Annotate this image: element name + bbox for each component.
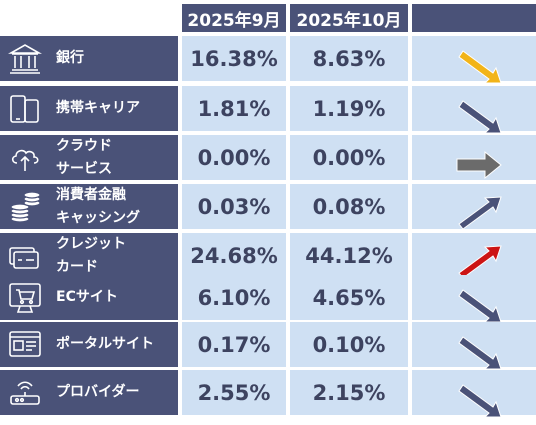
header-september: 2025年9月 <box>182 4 286 32</box>
cloud-upload-icon <box>8 141 42 175</box>
coins-icon <box>8 190 42 224</box>
smartphone-icon <box>8 92 42 126</box>
row-label-cell: ECサイト <box>0 275 178 320</box>
row-label: ECサイト <box>56 289 118 305</box>
table-row: ECサイト 6.10% 4.65% <box>0 275 536 323</box>
table-row: 銀行 16.38% 8.63% <box>0 36 536 84</box>
trend-cell <box>412 135 536 180</box>
value-september: 1.81% <box>182 86 286 131</box>
row-label: 銀行 <box>56 50 84 66</box>
arrow-up-right-icon <box>458 196 502 230</box>
row-label: クレジット <box>56 235 126 252</box>
value-october: 0.08% <box>290 184 408 229</box>
value-october: 0.00% <box>290 135 408 180</box>
row-label: 消費者金融 <box>56 186 126 203</box>
row-label-cell: プロバイダー <box>0 370 178 415</box>
arrow-down-right-icon <box>458 384 502 418</box>
row-label: 携帯キャリア <box>56 100 140 116</box>
arrow-right-icon <box>456 150 502 180</box>
row-label-cell: クレジット カード <box>0 233 178 278</box>
trend-cell <box>412 233 536 279</box>
row-label: ポータルサイト <box>56 336 154 352</box>
browser-window-icon <box>8 328 42 362</box>
trend-cell <box>412 275 536 323</box>
row-label-cell: 携帯キャリア <box>0 86 178 131</box>
value-september: 24.68% <box>182 233 286 278</box>
value-september: 6.10% <box>182 275 286 320</box>
value-september: 16.38% <box>182 36 286 81</box>
table-row: 携帯キャリア 1.81% 1.19% <box>0 86 536 134</box>
trend-cell <box>412 184 536 230</box>
row-label-cell: ポータルサイト <box>0 322 178 367</box>
trend-cell <box>412 86 536 134</box>
arrow-up-right-icon <box>458 245 502 279</box>
table-row: 消費者金融 キャッシング 0.03% 0.08% <box>0 184 536 230</box>
arrow-down-right-icon <box>458 100 502 134</box>
row-label-cell: クラウド サービス <box>0 135 178 180</box>
value-october: 4.65% <box>290 275 408 320</box>
row-label: カード <box>56 258 98 275</box>
row-label: プロバイダー <box>56 384 140 400</box>
value-october: 2.15% <box>290 370 408 415</box>
trend-cell <box>412 322 536 370</box>
router-icon <box>8 376 42 410</box>
value-october: 44.12% <box>290 233 408 278</box>
shopping-cart-icon <box>8 281 42 315</box>
table-row: クレジット カード 24.68% 44.12% <box>0 233 536 279</box>
table-row: ポータルサイト 0.17% 0.10% <box>0 322 536 370</box>
row-label: クラウド <box>56 137 112 154</box>
table-row: プロバイダー 2.55% 2.15% <box>0 370 536 418</box>
value-october: 8.63% <box>290 36 408 81</box>
value-september: 0.17% <box>182 322 286 367</box>
row-label: サービス <box>56 160 112 177</box>
trend-cell <box>412 370 536 418</box>
value-october: 0.10% <box>290 322 408 367</box>
value-september: 2.55% <box>182 370 286 415</box>
credit-card-icon <box>8 239 42 273</box>
header-trend <box>412 4 536 32</box>
value-october: 1.19% <box>290 86 408 131</box>
header-october: 2025年10月 <box>290 4 408 32</box>
value-september: 0.03% <box>182 184 286 229</box>
trend-cell <box>412 36 536 84</box>
value-september: 0.00% <box>182 135 286 180</box>
arrow-down-right-icon <box>458 50 502 84</box>
arrow-down-right-icon <box>458 336 502 370</box>
row-label-cell: 銀行 <box>0 36 178 81</box>
bank-icon <box>7 42 43 76</box>
row-label: キャッシング <box>56 209 140 226</box>
row-label-cell: 消費者金融キャッシング <box>0 184 178 229</box>
table-row: クラウド サービス 0.00% 0.00% <box>0 135 536 180</box>
